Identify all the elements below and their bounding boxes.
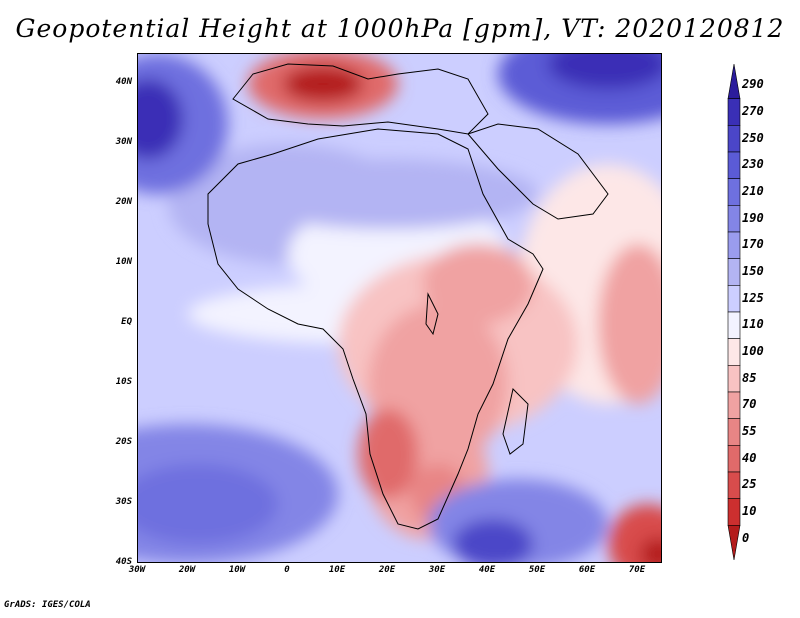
colorbar-label: 100 [742,344,764,358]
colorbar-label: 190 [742,210,764,225]
map-panel [137,53,662,563]
colorbar-swatch [727,365,741,393]
colorbar-label: 290 [742,77,764,92]
colorbar-swatch [727,338,741,366]
longitude-tick-label: 20E [378,565,396,575]
latitude-tick-label: 30N [115,137,132,147]
colorbar-swatch [727,525,741,561]
geopotential-height-field [138,54,661,562]
longitude-tick-label: 30E [428,565,446,575]
colorbar-label: 270 [742,104,764,118]
longitude-tick-label: 70E [628,565,646,575]
colorbar-label: 230 [742,157,764,172]
colorbar-swatch [727,391,741,419]
credit-label: GrADS: IGES/COLA [4,600,91,610]
colorbar-label: 250 [742,130,764,145]
colorbar-swatch [727,231,741,259]
colorbar-swatch [727,63,741,99]
colorbar-label: 110 [742,317,764,332]
colorbar-swatch [727,205,741,233]
coastlines [207,63,609,530]
longitude-tick-label: 20W [178,565,196,575]
colorbar-label: 85 [742,370,757,385]
colorbar-swatch [727,258,741,286]
colorbar-swatch [727,418,741,446]
colorbar-label: 125 [742,290,764,305]
latitude-tick-label: 40S [115,557,132,567]
colorbar-swatch [727,445,741,473]
colorbar-label: 25 [742,477,757,492]
colorbar-label: 210 [742,184,764,198]
colorbar [727,63,741,561]
longitude-tick-label: 30W [128,565,146,575]
latitude-tick-label: 20N [115,197,132,207]
latitude-tick-label: 30S [115,497,132,507]
longitude-tick-label: 10E [328,565,346,575]
latitude-tick-label: 20S [115,437,132,447]
colorbar-label: 150 [742,264,764,278]
colorbar-swatch [727,178,741,206]
longitude-tick-label: 0 [284,565,290,575]
latitude-tick-label: 10S [115,377,132,387]
colorbar-swatch [727,98,741,126]
colorbar-label: 70 [742,397,757,412]
colorbar-swatch [727,125,741,153]
longitude-tick-label: 60E [578,565,596,575]
map-title: Geopotential Height at 1000hPa [gpm], VT… [15,14,785,43]
colorbar-label: 10 [742,504,757,518]
colorbar-swatch [727,151,741,179]
colorbar-label: 55 [742,424,757,438]
colorbar-swatch [727,471,741,499]
longitude-tick-label: 40E [478,565,496,575]
colorbar-swatch [727,285,741,313]
colorbar-label: 0 [742,530,750,545]
height-shading [138,54,661,562]
colorbar-swatch [727,311,741,339]
longitude-tick-label: 50E [528,565,546,575]
longitude-tick-label: 10W [228,565,246,575]
colorbar-label: 170 [742,237,764,252]
latitude-tick-label: 10N [115,257,132,267]
colorbar-label: 40 [742,450,757,465]
latitude-tick-label: EQ [121,317,132,327]
latitude-tick-label: 40N [115,77,132,87]
colorbar-swatch [727,498,741,526]
